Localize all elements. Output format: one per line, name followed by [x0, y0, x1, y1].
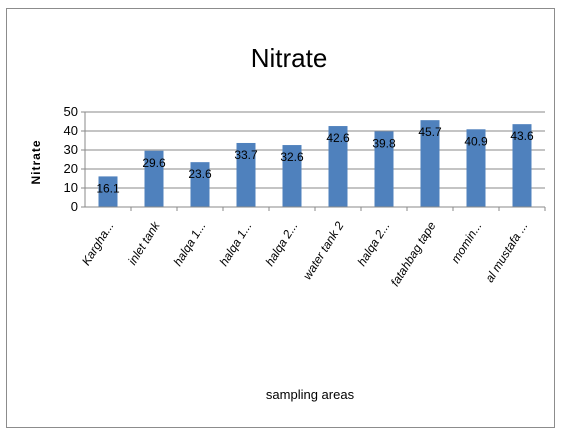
bar [420, 120, 440, 207]
data-label: 39.8 [372, 136, 396, 150]
bar [144, 150, 164, 207]
category-label: halqa 2... [355, 219, 393, 268]
chart-title: Nitrate [251, 43, 328, 73]
data-label: 29.6 [142, 156, 166, 170]
data-labels: 16.1 29.6 23.6 33.7 32.6 42.6 39.8 45.7 40.9 43.6 [96, 125, 534, 195]
category-label: momin... [448, 219, 484, 265]
bar [328, 126, 348, 207]
category-label: Kargha... [79, 219, 117, 268]
data-label: 42.6 [326, 131, 350, 145]
category-labels: Kargha... inlet tank halqa 1... halqa 1... h… [79, 218, 531, 289]
axes [84, 112, 546, 211]
bar [466, 129, 486, 207]
bar [512, 124, 532, 207]
data-label: 16.1 [96, 181, 120, 195]
category-label: halqa 2... [263, 219, 301, 268]
category-label: al mustafa ... [482, 219, 530, 285]
category-label: halqa 1... [217, 219, 255, 268]
y-tick-label: 40 [64, 123, 78, 138]
data-label: 33.7 [234, 148, 258, 162]
data-label: 40.9 [464, 134, 488, 148]
y-axis-ticks: 0 10 20 30 40 50 [64, 104, 85, 214]
category-label: fatahbag tape [388, 219, 439, 289]
data-label: 45.7 [418, 125, 442, 139]
bar [190, 162, 210, 207]
y-tick-label: 30 [64, 142, 78, 157]
category-label: inlet tank [125, 218, 163, 267]
bar [236, 142, 256, 207]
category-label: halqa 1... [171, 219, 209, 268]
data-label: 23.6 [188, 167, 212, 181]
chart-frame [6, 8, 555, 428]
y-tick-label: 50 [64, 104, 78, 119]
bar [282, 145, 302, 207]
y-axis-label: Nitrate [29, 139, 43, 184]
x-axis-label: sampling areas [266, 387, 355, 402]
y-tick-label: 20 [64, 161, 78, 176]
bar [98, 176, 118, 207]
data-label: 43.6 [510, 129, 534, 143]
bars [98, 120, 532, 207]
category-label: water tank 2 [300, 219, 347, 282]
y-tick-label: 10 [64, 180, 78, 195]
bar [374, 131, 394, 207]
data-label: 32.6 [280, 150, 304, 164]
y-tick-label: 0 [71, 199, 78, 214]
